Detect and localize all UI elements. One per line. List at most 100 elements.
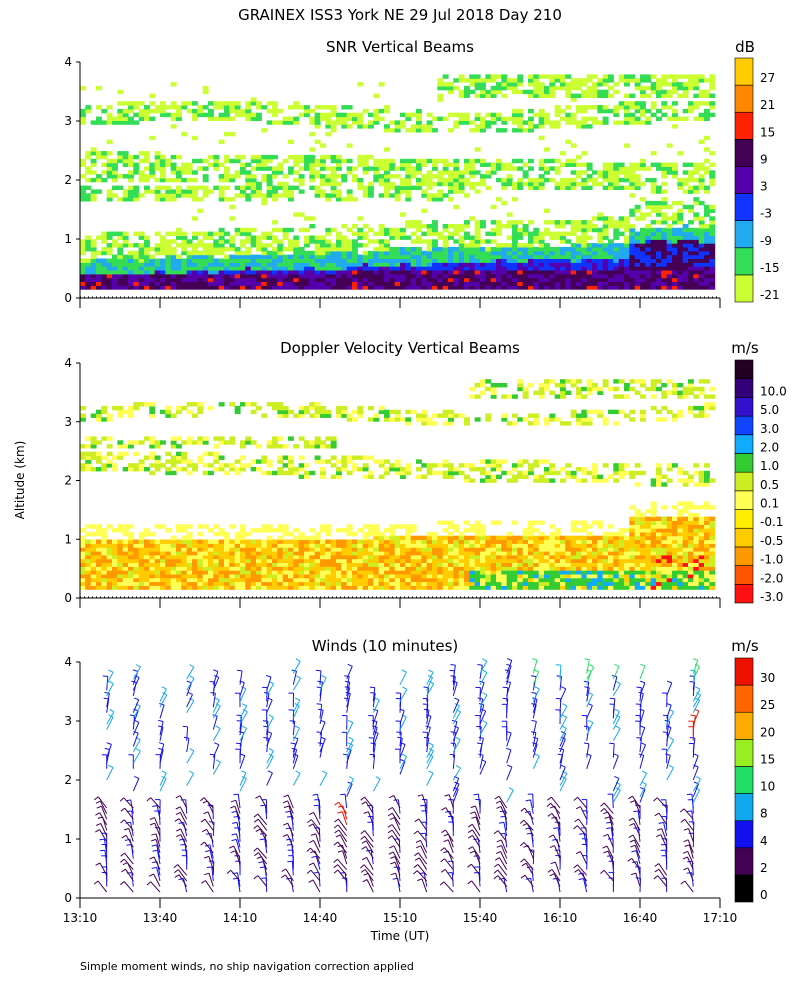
velocity-cell (341, 547, 348, 552)
velocity-cell (208, 547, 214, 552)
velocity-cell (485, 558, 492, 563)
snr-cell (672, 166, 678, 171)
snr-cell (245, 116, 252, 121)
snr-cell (117, 185, 124, 190)
snr-cell (208, 262, 214, 267)
snr-cell (496, 277, 502, 282)
snr-cell (138, 277, 145, 282)
snr-cell (698, 262, 705, 267)
velocity-cell (480, 543, 486, 548)
velocity-cell (266, 402, 273, 407)
velocity-cell (186, 573, 193, 579)
snr-cell (384, 277, 390, 282)
snr-cell (517, 285, 524, 290)
snr-cell (272, 235, 278, 240)
velocity-cell (304, 554, 310, 560)
snr-cell (186, 101, 193, 106)
snr-cell (474, 116, 481, 121)
velocity-cell (181, 440, 188, 445)
snr-cell (218, 243, 225, 248)
snr-cell (485, 262, 492, 267)
snr-cell (565, 181, 572, 187)
snr-cell (250, 185, 257, 190)
velocity-cell (245, 573, 252, 579)
snr-cell (613, 247, 620, 252)
snr-cell (325, 154, 332, 160)
snr-cell (133, 270, 140, 275)
snr-cell (112, 170, 118, 175)
snr-cell (613, 258, 620, 263)
snr-cell (682, 89, 689, 95)
velocity-cell (501, 417, 508, 422)
snr-cell (138, 158, 145, 164)
snr-cell (133, 250, 140, 256)
snr-cell (186, 258, 193, 263)
snr-cell (650, 273, 657, 279)
snr-cell (416, 170, 422, 175)
velocity-cell (277, 528, 284, 533)
snr-cell (368, 281, 374, 286)
snr-cell (661, 250, 668, 256)
snr-cell (677, 231, 684, 236)
snr-cell (314, 258, 321, 263)
snr-cell (656, 266, 662, 271)
snr-cell (165, 158, 172, 164)
snr-cell (528, 243, 534, 248)
velocity-cell (480, 528, 486, 533)
snr-cell (256, 105, 262, 110)
velocity-cell (101, 547, 108, 552)
snr-cell (704, 277, 710, 282)
snr-cell (325, 124, 332, 129)
snr-cell (288, 239, 294, 244)
snr-cell (352, 277, 358, 282)
velocity-cell (421, 539, 428, 544)
snr-cell (432, 262, 438, 267)
snr-cell (288, 270, 294, 275)
snr-cell (101, 231, 108, 236)
velocity-cell (208, 577, 214, 583)
snr-cell (592, 85, 598, 91)
snr-cell (304, 266, 310, 271)
snr-cell (464, 112, 470, 118)
snr-cell (656, 212, 662, 217)
snr-cell (592, 258, 598, 263)
velocity-cell (464, 421, 470, 426)
snr-cell (357, 243, 364, 248)
snr-cell (192, 185, 198, 190)
velocity-cell (229, 577, 236, 583)
snr-cell (474, 250, 481, 256)
snr-cell (618, 243, 625, 248)
snr-cell (325, 181, 332, 187)
snr-cell (368, 185, 374, 190)
snr-cell (624, 177, 630, 183)
velocity-cell (202, 543, 209, 548)
velocity-cell (170, 573, 177, 579)
velocity-cell (218, 558, 225, 563)
snr-cell (618, 250, 625, 256)
velocity-cell (325, 547, 332, 552)
velocity-cell (437, 535, 444, 541)
snr-cell (656, 243, 662, 248)
snr-cell (528, 120, 534, 125)
snr-cell (522, 262, 529, 267)
snr-cell (282, 116, 289, 121)
snr-cell (480, 177, 486, 183)
velocity-cell (197, 543, 204, 548)
snr-cell (624, 143, 630, 148)
velocity-cell (298, 436, 305, 441)
snr-cell (693, 239, 700, 244)
snr-cell (704, 101, 710, 106)
velocity-cell (96, 413, 102, 418)
snr-cell (85, 154, 92, 160)
snr-cell (432, 158, 438, 164)
snr-cell (154, 185, 161, 190)
velocity-cell (90, 524, 97, 529)
snr-cell (560, 162, 566, 167)
snr-cell (389, 235, 396, 240)
velocity-cell (490, 566, 497, 571)
snr-cell (144, 250, 150, 256)
snr-cell (533, 235, 540, 240)
velocity-cell (282, 405, 289, 411)
velocity-cell (229, 543, 236, 548)
snr-cell (704, 262, 710, 267)
